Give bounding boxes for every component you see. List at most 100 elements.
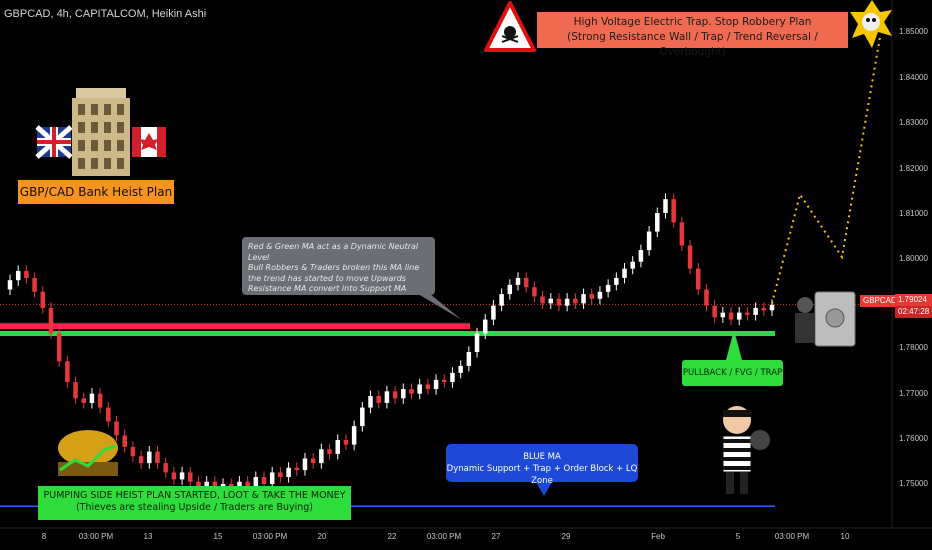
candle-body [286, 467, 291, 478]
candle-body [515, 277, 521, 285]
canada-flag-band [132, 127, 141, 157]
candle-body [507, 284, 513, 295]
robber-head [797, 297, 813, 313]
bank-window [104, 140, 111, 151]
bank-window [91, 158, 98, 169]
candle-body [417, 384, 422, 394]
golden-bull-icon [58, 430, 118, 466]
candle-body [376, 396, 381, 403]
candle-body [589, 294, 594, 299]
candle-body [532, 287, 537, 297]
x-tick-label: 10 [840, 532, 850, 541]
candle-body [663, 199, 668, 214]
candle-body [728, 312, 734, 320]
candle-body [261, 477, 267, 484]
candle-body [351, 426, 357, 445]
blue-ma-annotation: BLUE MA Dynamic Support + Trap + Order B… [446, 444, 638, 486]
bank-window [78, 122, 85, 133]
safe-dial [825, 308, 845, 328]
last-price-badge: 1.79024 [895, 294, 932, 306]
candle-body [89, 393, 95, 403]
chart-title: GBPCAD, 4h, CAPITALCOM, Heikin Ashi [4, 8, 207, 20]
candle-body [335, 440, 340, 454]
bank-building-icon [76, 88, 126, 98]
candle-body [564, 298, 570, 306]
candle-body [736, 312, 742, 320]
candle-body [540, 296, 545, 304]
candle-body [548, 298, 554, 304]
thief-money-bag [750, 430, 770, 450]
candle-body [671, 199, 676, 223]
bank-window [91, 122, 98, 133]
candle-body [769, 304, 775, 311]
candle-body [97, 393, 103, 408]
candle-body [392, 391, 398, 399]
bank-window [91, 140, 98, 151]
candle-body [269, 472, 275, 484]
candle-body [7, 280, 13, 290]
candle-body [466, 352, 472, 366]
candle-body [614, 277, 619, 285]
bank-window [78, 104, 85, 115]
candle-body [696, 268, 701, 290]
blue-ma-annotation-line1: BLUE MA [523, 452, 561, 462]
heist-plan-label: GBP/CAD Bank Heist Plan [18, 180, 174, 204]
thief-leg [740, 472, 748, 494]
candle-body [302, 458, 308, 471]
candle-body [319, 449, 324, 464]
candle-body [712, 305, 717, 318]
symbol-badge: GBPCAD [860, 295, 897, 307]
x-tick-label: 27 [491, 532, 501, 541]
x-tick-label: 03:00 PM [426, 532, 462, 541]
y-tick-label: 1.84000 [899, 73, 928, 82]
candle-body [597, 291, 603, 299]
y-tick-label: 1.81000 [899, 209, 928, 218]
candle-body [409, 389, 414, 394]
thief-stripe [723, 466, 751, 470]
x-tick-label: Feb [651, 532, 665, 541]
x-tick-label: 15 [213, 532, 223, 541]
skull-warning-bone [501, 35, 519, 43]
candle-body [155, 451, 160, 464]
bank-window [117, 104, 124, 115]
bank-window [104, 122, 111, 133]
candle-body [573, 298, 578, 304]
pumping-annotation: PUMPING SIDE HEIST PLAN STARTED, LOOT & … [38, 486, 351, 520]
candle-body [294, 467, 300, 471]
ma-note-line2: Bull Robbers & Traders broken this MA li… [248, 263, 420, 272]
candle-body [114, 421, 119, 436]
canada-flag-band [157, 127, 166, 157]
x-tick-label: 29 [561, 532, 571, 541]
candle-body [32, 277, 37, 292]
bank-window [104, 158, 111, 169]
pullback-annotation: PULLBACK / FVG / TRAP [682, 360, 783, 386]
candle-body [655, 213, 660, 232]
candle-body [458, 365, 463, 373]
candle-body [622, 268, 627, 278]
candle-body [147, 451, 152, 464]
resistance-annotation-line2: (Strong Resistance Wall / Trap / Trend R… [567, 31, 818, 58]
bank-window [104, 104, 111, 115]
x-tick-label: 5 [735, 532, 741, 541]
y-tick-label: 1.75000 [899, 479, 928, 488]
candle-body [499, 294, 504, 306]
thief-stripe [723, 448, 751, 452]
candle-body [745, 312, 750, 315]
candle-body [761, 308, 767, 311]
candle-body [433, 379, 439, 390]
golden-bull-base [58, 462, 118, 476]
candle-body [687, 245, 693, 269]
x-tick-label: 22 [387, 532, 397, 541]
blue-ma-annotation-line2: Dynamic Support + Trap + Order Block + L… [446, 464, 638, 486]
candle-body [482, 319, 488, 334]
candle-body [65, 361, 70, 383]
bar-timer-badge: 02:47:28 [895, 306, 932, 318]
candle-body [122, 435, 127, 447]
thief-mask [723, 410, 751, 417]
candle-body [679, 222, 685, 246]
bank-window [117, 140, 124, 151]
y-tick-label: 1.77000 [899, 389, 928, 398]
y-tick-label: 1.83000 [899, 118, 928, 127]
x-tick-label: 03:00 PM [78, 532, 114, 541]
